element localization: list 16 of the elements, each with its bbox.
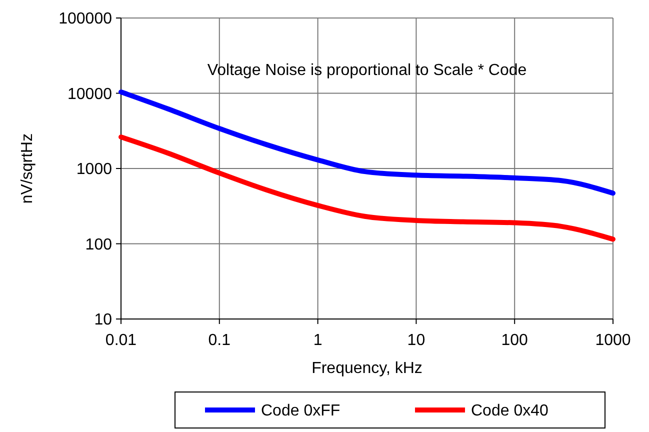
x-tick-label: 1: [313, 332, 322, 349]
legend-label: Code 0x40: [471, 402, 548, 420]
y-tick-label: 10000: [68, 86, 112, 103]
y-axis-title: nV/sqrtHz: [19, 133, 36, 204]
y-tick-label: 1000: [76, 161, 112, 178]
x-tick-label: 1000: [595, 332, 631, 349]
y-tick-label: 10: [94, 312, 112, 329]
y-tick-label: 100000: [58, 10, 112, 28]
x-tick-label: 0.01: [105, 332, 137, 349]
x-tick-label: 100: [501, 332, 528, 349]
y-tick-label: 100: [85, 236, 112, 254]
x-axis-title: Frequency, kHz: [312, 360, 422, 377]
x-tick-label: 0.1: [208, 332, 231, 349]
annotation: Voltage Noise is proportional to Scale * Code: [207, 62, 527, 79]
x-tick-label: 10: [407, 332, 426, 349]
legend-label: Code 0xFF: [261, 402, 340, 420]
